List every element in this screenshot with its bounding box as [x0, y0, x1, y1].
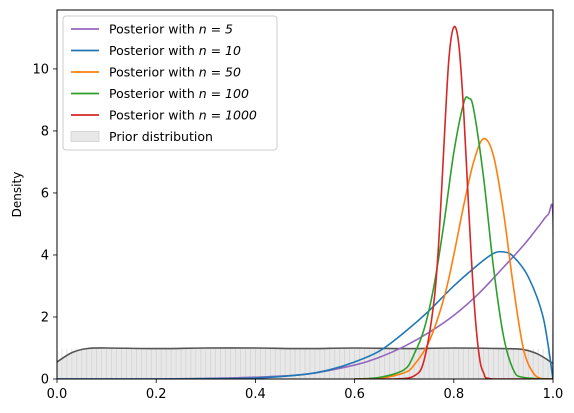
y-axis-label: Density: [10, 172, 24, 218]
series-line-3: [354, 96, 553, 379]
legend-label: Posterior with n = 5: [109, 22, 233, 37]
x-tick-label: 0.4: [245, 387, 266, 402]
x-tick-label: 0.6: [344, 387, 365, 402]
plot-frame: [56, 9, 554, 380]
y-axis: 0 2 4 6 8 10: [32, 62, 57, 388]
series-line-4: [354, 25, 553, 379]
series-line-2: [354, 137, 553, 379]
x-axis: 0.0 0.2 0.4 0.6 0.8 1.0: [47, 379, 564, 402]
x-tick-label: 1.0: [543, 387, 564, 402]
legend-box: [62, 15, 278, 151]
legend-label: Posterior with n = 10: [109, 43, 241, 58]
y-tick-label: 2: [41, 310, 49, 325]
prior-line: [57, 347, 553, 365]
x-tick-label: 0.2: [146, 387, 167, 402]
legend-label: Posterior with n = 50: [109, 65, 241, 80]
legend: Posterior with n = 5 Posterior with n = 1…: [62, 15, 278, 151]
y-tick-label: 0: [41, 373, 49, 388]
legend-swatch-prior: [70, 131, 100, 142]
y-tick-label: 4: [41, 248, 49, 263]
x-tick-label: 0.8: [443, 387, 464, 402]
legend-label: Posterior with n = 100: [109, 86, 249, 101]
legend-label-prior: Prior distribution: [109, 129, 213, 144]
x-tick-label: 0.0: [47, 387, 68, 402]
y-tick-label: 8: [41, 124, 49, 139]
y-tick-label: 6: [41, 186, 49, 201]
y-tick-label: 10: [32, 62, 49, 77]
legend-label: Posterior with n = 1000: [109, 108, 257, 123]
